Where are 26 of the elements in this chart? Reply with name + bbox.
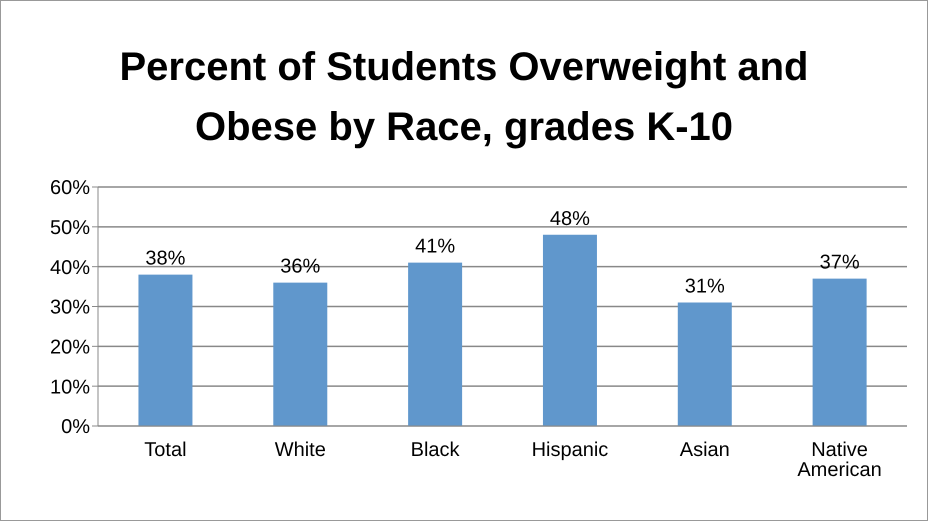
y-tick-label: 40% [50, 256, 90, 279]
x-tick-label: Hispanic [532, 439, 608, 462]
chart-title: Percent of Students Overweight and Obese by Race, grades K-10 [118, 44, 810, 151]
x-tick-label: Total [144, 439, 187, 462]
y-tick-label: 0% [61, 416, 90, 438]
x-tick-label: Native American [797, 439, 882, 482]
data-label: 36% [280, 256, 321, 278]
y-tick-label: 10% [50, 376, 90, 398]
bar [678, 302, 732, 426]
x-tick-label: Black [410, 439, 461, 462]
data-label: 31% [684, 276, 726, 298]
bar [408, 262, 462, 426]
data-label: 41% [415, 236, 456, 258]
data-label: 37% [820, 252, 860, 274]
data-label: 38% [145, 248, 186, 270]
y-tick-label: 60% [50, 177, 90, 200]
data-label: 48% [550, 208, 590, 230]
bar [812, 278, 867, 426]
y-tick-label: 50% [50, 216, 90, 239]
bar [138, 274, 192, 426]
x-tick-label: White [274, 439, 326, 462]
y-tick-label: 30% [50, 296, 90, 319]
x-tick-label: Asian [680, 439, 730, 462]
y-tick-label: 20% [50, 336, 90, 358]
bar [273, 282, 328, 426]
bar [542, 234, 597, 426]
